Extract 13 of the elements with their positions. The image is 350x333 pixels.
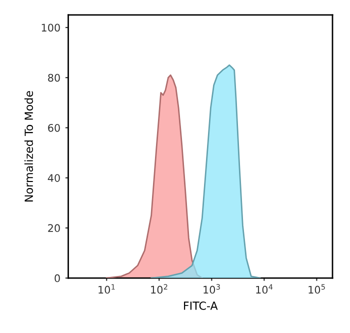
y-axis-title: Normalized To Mode: [24, 91, 34, 202]
x-tick-label: 10$^{2}$: [151, 284, 168, 294]
y-tick-label: 60: [48, 124, 60, 132]
x-tick-label: 10$^{4}$: [256, 284, 273, 294]
x-tick-label: 10$^{3}$: [204, 284, 220, 294]
y-tick-label: 80: [48, 74, 60, 82]
y-tick-label: 40: [48, 174, 60, 182]
x-axis-title: FITC-A: [184, 302, 218, 310]
y-tick-label: 100: [42, 24, 60, 32]
y-tick-label: 0: [54, 274, 60, 282]
x-tick-label: 10$^{5}$: [308, 284, 325, 294]
y-tick-label: 20: [48, 224, 60, 232]
x-tick-label: 10$^{1}$: [98, 284, 115, 294]
